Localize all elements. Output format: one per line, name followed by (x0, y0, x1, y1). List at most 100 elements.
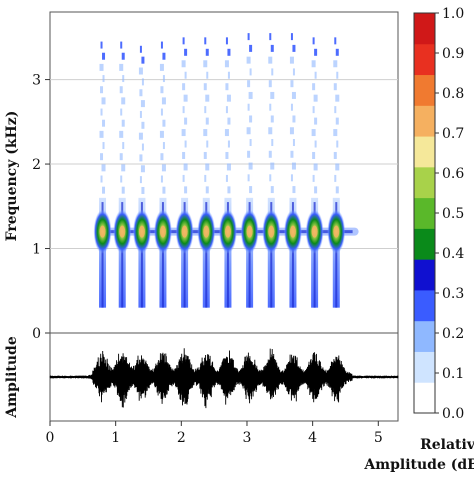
pulse-harmonic (203, 83, 207, 91)
time-tick-label: 1 (111, 430, 120, 446)
pulse-harmonic (182, 174, 185, 182)
pulse-stem-core (121, 202, 124, 308)
pulse-harmonic (162, 186, 166, 194)
pulse-harmonic (247, 33, 250, 41)
pulse-harmonic (270, 186, 274, 194)
pulse-harmonic (268, 80, 272, 88)
pulse-peak (311, 225, 318, 238)
pulse-harmonic (121, 52, 125, 60)
pulse-harmonic (225, 174, 228, 182)
pulse-harmonic (160, 108, 163, 116)
pulse-harmonic (160, 86, 164, 94)
pulse-harmonic (139, 45, 142, 53)
pulse-harmonic (291, 91, 296, 99)
pulse-harmonic (184, 71, 187, 79)
pulse-harmonic (314, 48, 318, 56)
colorbar-tick-label: 0.9 (442, 46, 464, 62)
pulse-harmonic (160, 175, 163, 183)
pulse-stem-core (291, 202, 294, 308)
pulse-harmonic (225, 106, 228, 114)
pulse-harmonic (334, 106, 337, 114)
pulse-harmonic (141, 143, 144, 151)
pulse (175, 37, 194, 308)
pulse-harmonic (119, 63, 124, 71)
pulse-peak (119, 225, 126, 238)
colorbar-bands (414, 13, 435, 414)
pulse-harmonic (205, 186, 209, 194)
time-ticks: 0 1 2 3 4 5 (46, 421, 383, 446)
pulse-harmonic (120, 108, 123, 116)
pulse-harmonic (225, 37, 228, 45)
pulse-harmonic (225, 83, 229, 91)
pulse-harmonic (204, 174, 207, 182)
pulse-stem-core (270, 202, 273, 308)
pulse-peak (203, 225, 210, 238)
pulse-harmonic (119, 153, 123, 161)
pulse-harmonic (248, 91, 253, 99)
pulse-harmonic (121, 186, 125, 194)
pulse-harmonic (292, 139, 295, 147)
pulse-harmonic (311, 129, 316, 137)
colorbar-ticks: 0.0 0.1 0.2 0.3 0.4 0.5 0.6 0.7 0.8 0.9 1.0 (435, 6, 464, 422)
pulse-harmonic (184, 186, 188, 194)
pulse-harmonic (99, 63, 104, 71)
pulse-peak (268, 225, 275, 238)
pulse-harmonic (203, 151, 207, 159)
pulse-stem-core (140, 202, 143, 308)
pulse-harmonic (311, 60, 316, 68)
colorbar-tick-label: 0.1 (442, 366, 464, 382)
pulse-harmonic (333, 151, 337, 159)
pulse-harmonic (290, 103, 293, 111)
pulse-harmonic (100, 86, 104, 94)
pulse-harmonic (181, 129, 186, 137)
pulse-harmonic (184, 140, 187, 148)
pulse-harmonic (336, 71, 339, 79)
pulse-harmonic (100, 175, 103, 183)
pulse-peak (224, 225, 231, 238)
pulse (113, 41, 132, 308)
frequency-tick-label: 2 (32, 157, 41, 173)
pulse-harmonic (227, 117, 231, 125)
pulse-harmonic (246, 127, 251, 135)
pulse-harmonic (141, 56, 145, 64)
time-tick-label: 3 (243, 430, 252, 446)
pulse-harmonic (206, 71, 209, 79)
pulse (153, 41, 172, 308)
pulse-harmonic (140, 100, 145, 108)
colorbar-tick-label: 0.0 (442, 406, 464, 422)
pulse-harmonic (333, 83, 337, 91)
pulse-harmonic (290, 33, 293, 41)
pulse-harmonic (289, 56, 294, 64)
pulse-harmonic (313, 94, 318, 102)
pulse-harmonic (312, 174, 315, 182)
pulse-peak (333, 225, 340, 238)
pulse-harmonic (290, 80, 294, 88)
pulse-harmonic (268, 150, 272, 158)
spectrogram-frame (49, 11, 399, 334)
pulse-harmonic (227, 186, 231, 194)
pulse-harmonic (292, 68, 295, 76)
colorbar-tick-label: 1.0 (442, 6, 464, 22)
pulse-harmonic (203, 129, 208, 137)
colorbar-tick-label: 0.6 (442, 166, 464, 182)
pulse-harmonic (227, 71, 230, 79)
time-tick-label: 2 (177, 430, 186, 446)
pulse-harmonic (161, 164, 166, 172)
pulse-stem-core (248, 202, 251, 308)
pulse (197, 37, 216, 308)
pulse-harmonic (141, 78, 144, 86)
pulse-harmonic (292, 115, 296, 123)
pulse-harmonic (99, 130, 104, 138)
colorbar-tick-label: 0.2 (442, 326, 464, 342)
pulse-harmonic (333, 129, 338, 137)
pulse-harmonic (162, 142, 165, 150)
pulse-harmonic (270, 115, 274, 123)
colorbar-tick-label: 0.5 (442, 206, 464, 222)
pulse-peak (181, 225, 188, 238)
pulse-harmonic (138, 132, 143, 140)
pulse-harmonic (162, 119, 166, 127)
pulse-peak (159, 225, 166, 238)
pulse-harmonic (314, 117, 318, 125)
pulse-harmonic (247, 80, 251, 88)
